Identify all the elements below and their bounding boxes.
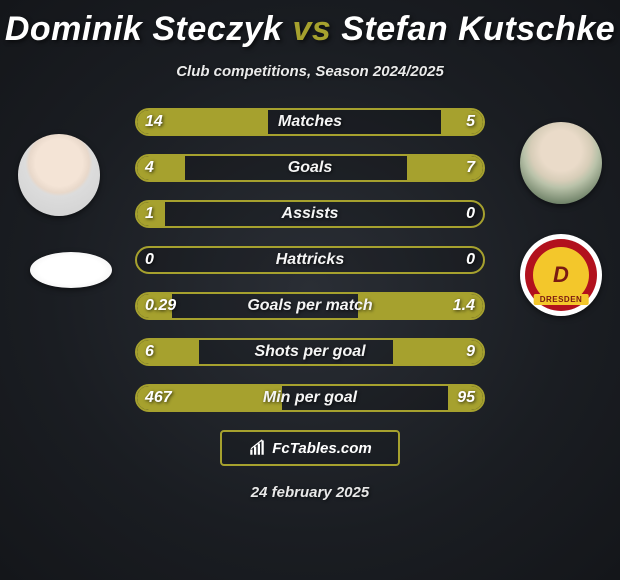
- stats-table: 145Matches47Goals10Assists00Hattricks0.2…: [135, 108, 485, 412]
- stat-value-left: 14: [145, 108, 163, 136]
- player-1-club-crest: [30, 252, 112, 288]
- title-player-1: Dominik Steczyk: [5, 10, 283, 48]
- stat-value-right: 1.4: [453, 292, 475, 320]
- stat-value-left: 1: [145, 200, 154, 228]
- stat-bar-right-fill: [441, 110, 483, 134]
- stat-row: 10Assists: [135, 200, 485, 228]
- stat-row: 69Shots per goal: [135, 338, 485, 366]
- stat-row: 0.291.4Goals per match: [135, 292, 485, 320]
- title-player-2: Stefan Kutschke: [341, 10, 615, 48]
- player-1-avatar: [18, 134, 100, 216]
- title-vs: vs: [292, 10, 331, 48]
- stat-value-left: 0.29: [145, 292, 176, 320]
- stat-value-left: 6: [145, 338, 154, 366]
- crest-banner: DRESDEN: [534, 294, 589, 305]
- stat-bar: [135, 200, 485, 228]
- stat-value-left: 4: [145, 154, 154, 182]
- page-title: Dominik Steczyk vs Stefan Kutschke: [0, 0, 620, 49]
- stat-bar: [135, 292, 485, 320]
- stat-value-left: 0: [145, 246, 154, 274]
- date-label: 24 february 2025: [0, 484, 620, 501]
- stat-bar: [135, 384, 485, 412]
- stat-value-left: 467: [145, 384, 172, 412]
- stat-value-right: 0: [466, 246, 475, 274]
- source-text: FcTables.com: [272, 440, 371, 457]
- source-badge: FcTables.com: [220, 430, 400, 466]
- stat-value-right: 0: [466, 200, 475, 228]
- subtitle: Club competitions, Season 2024/2025: [0, 63, 620, 80]
- stat-bar: [135, 338, 485, 366]
- stat-value-right: 9: [466, 338, 475, 366]
- player-2-club-crest: D DRESDEN: [520, 234, 602, 316]
- stat-row: 46795Min per goal: [135, 384, 485, 412]
- crest-ring: D DRESDEN: [525, 239, 597, 311]
- stat-bar: [135, 108, 485, 136]
- stat-row: 47Goals: [135, 154, 485, 182]
- stat-row: 145Matches: [135, 108, 485, 136]
- stat-bar: [135, 154, 485, 182]
- stat-value-right: 7: [466, 154, 475, 182]
- stat-value-right: 5: [466, 108, 475, 136]
- fctables-logo-icon: [248, 439, 266, 457]
- stat-row: 00Hattricks: [135, 246, 485, 274]
- stat-bar: [135, 246, 485, 274]
- stat-value-right: 95: [457, 384, 475, 412]
- player-2-avatar: [520, 122, 602, 204]
